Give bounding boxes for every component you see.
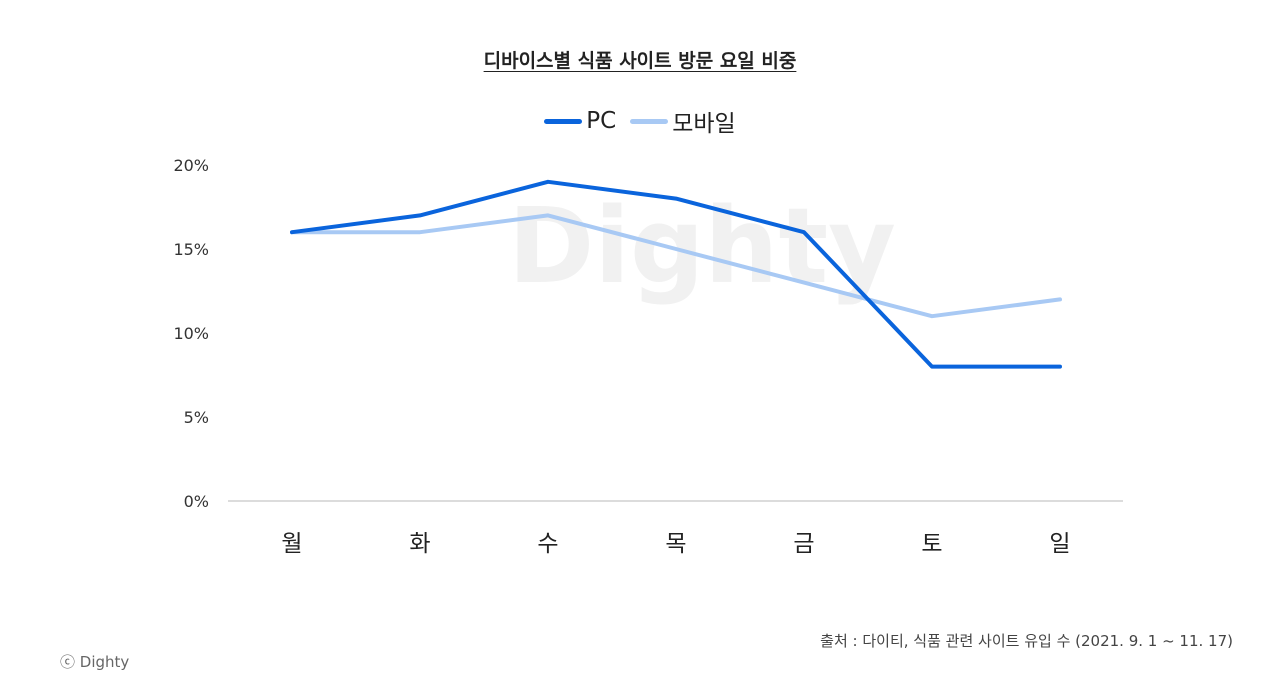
- y-tick-label: 15%: [173, 240, 209, 259]
- legend-item-pc: PC: [544, 108, 616, 134]
- x-tick-label: 토: [921, 531, 942, 557]
- x-tick-label: 화: [409, 531, 430, 557]
- watermark: Dighty: [508, 185, 896, 307]
- legend: PC 모바일: [0, 104, 1280, 138]
- x-tick-label: 월: [281, 531, 302, 557]
- legend-label-mobile: 모바일: [672, 111, 736, 137]
- x-tick-label: 일: [1049, 531, 1070, 557]
- x-tick-label: 금: [793, 531, 814, 557]
- legend-item-mobile: 모바일: [630, 104, 736, 138]
- x-tick-label: 목: [665, 531, 686, 557]
- y-tick-label: 0%: [184, 492, 209, 511]
- legend-swatch-mobile: [630, 118, 669, 124]
- y-tick-label: 10%: [173, 324, 209, 343]
- chart-title: 디바이스별 식품 사이트 방문 요일 비중: [483, 50, 797, 72]
- legend-label-pc: PC: [586, 108, 617, 134]
- legend-swatch-pc: [544, 118, 583, 124]
- source-note: 출처 : 다이티, 식품 관련 사이트 유입 수 (2021. 9. 1 ~ 1…: [820, 632, 1233, 650]
- copyright: ⓒ Dighty: [60, 653, 130, 671]
- x-tick-label: 수: [537, 531, 558, 557]
- y-tick-label: 20%: [173, 156, 209, 175]
- y-tick-label: 5%: [184, 408, 209, 427]
